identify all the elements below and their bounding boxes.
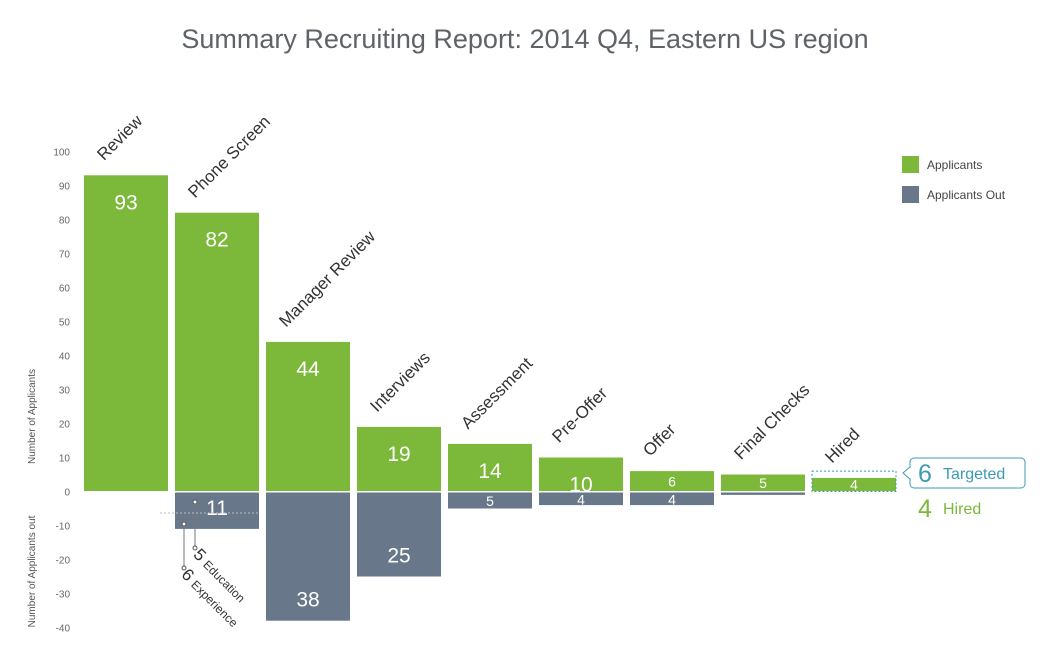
y-tick-label: 40 — [59, 352, 71, 363]
legend: Applicants Applicants Out — [902, 156, 1006, 203]
callout-pointer-mask — [909, 468, 912, 478]
bar-value-applicants: 44 — [296, 358, 320, 381]
bar-applicants-out — [721, 492, 805, 495]
bar-applicants — [721, 474, 805, 492]
bar-applicants-out — [539, 492, 623, 506]
y-axis-title-top: Number of Applicants — [27, 369, 38, 464]
hired-value: 4 — [918, 495, 932, 523]
bar-applicants — [630, 471, 714, 492]
bar-applicants-out — [357, 492, 441, 577]
y-tick-label: 70 — [59, 250, 71, 261]
bar-value-applicants-out: 4 — [668, 491, 676, 507]
bar-applicants-out — [175, 492, 259, 529]
targeted-label: Targeted — [943, 466, 1005, 483]
bar-value-applicants: 6 — [668, 473, 676, 489]
y-tick-label: 10 — [59, 454, 71, 465]
chart-title: Summary Recruiting Report: 2014 Q4, East… — [181, 24, 869, 54]
legend-swatch — [902, 186, 919, 203]
category-label: Hired — [821, 425, 863, 467]
bar-applicants — [812, 477, 896, 492]
bar-value-applicants-out: 5 — [486, 493, 494, 509]
y-tick-label: -40 — [56, 624, 71, 635]
bar-applicants-out — [448, 492, 532, 509]
bar-value-applicants: 5 — [759, 475, 767, 491]
y-tick-label: 80 — [59, 216, 71, 227]
bar-value-applicants: 4 — [850, 477, 858, 493]
y-tick-label: -30 — [56, 590, 71, 601]
bar-value-applicants-out: 4 — [577, 491, 585, 507]
bar-value-applicants: 82 — [205, 229, 228, 252]
hired-label: Hired — [943, 501, 981, 518]
bar-value-applicants: 10 — [569, 474, 592, 497]
y-axis: 1009080706050403020100-10-20-30-40Number… — [27, 148, 70, 635]
bar-applicants — [539, 457, 623, 492]
category-label: Phone Screen — [184, 112, 274, 202]
y-tick-label: 100 — [53, 148, 70, 159]
bar-value-applicants: 14 — [478, 460, 502, 483]
targeted-outline — [811, 470, 897, 493]
category-label: Final Checks — [730, 380, 813, 463]
bar-applicants-out — [630, 492, 714, 506]
marker-dot — [181, 521, 187, 527]
y-tick-label: 50 — [59, 318, 71, 329]
bar-applicants — [84, 175, 168, 492]
category-label: Manager Review — [275, 227, 379, 331]
y-tick-label: 30 — [59, 386, 71, 397]
marker-dot — [192, 545, 198, 551]
category-label: Interviews — [366, 348, 434, 416]
targeted-value: 6 — [918, 460, 932, 488]
bar-value-applicants: 93 — [114, 191, 137, 214]
bar-applicants — [175, 212, 259, 492]
bar-value-applicants-out: 25 — [387, 545, 410, 568]
marker-dot — [192, 499, 198, 505]
y-tick-label: -10 — [56, 522, 71, 533]
bar-value-applicants-out: 11 — [206, 497, 228, 520]
y-tick-label: 0 — [64, 488, 70, 499]
bar-applicants-out — [266, 492, 350, 621]
legend-label: Applicants Out — [927, 188, 1006, 202]
category-label: Offer — [639, 420, 679, 460]
y-tick-label: 20 — [59, 420, 71, 431]
bar-applicants — [357, 426, 441, 492]
callout-pointer — [902, 466, 911, 480]
y-tick-label: -20 — [56, 556, 71, 567]
bar-applicants — [266, 341, 350, 492]
category-label: Review — [93, 111, 146, 164]
y-axis-title-bottom: Number of Applicants out — [27, 515, 38, 627]
y-tick-label: 60 — [59, 284, 71, 295]
legend-label: Applicants — [927, 158, 982, 172]
marker-dot — [181, 565, 187, 571]
legend-swatch — [902, 156, 919, 173]
category-label: Assessment — [457, 354, 536, 433]
bar-value-applicants: 19 — [387, 443, 410, 466]
y-tick-label: 90 — [59, 182, 71, 193]
bar-applicants — [448, 443, 532, 492]
category-label: Pre-Offer — [548, 383, 611, 446]
bar-value-applicants-out: 38 — [296, 589, 319, 612]
